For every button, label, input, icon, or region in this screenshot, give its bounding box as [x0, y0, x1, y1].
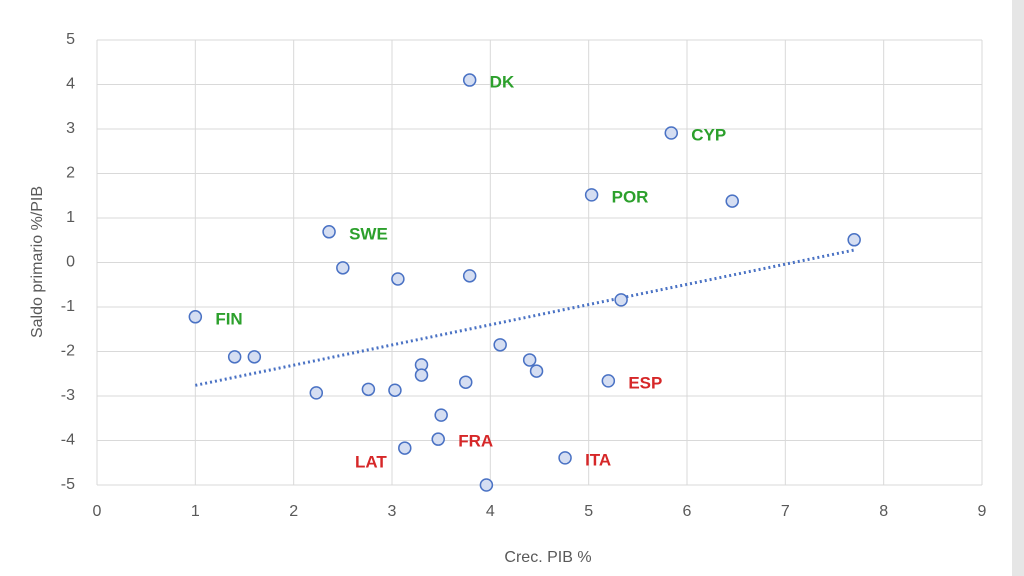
y-tick-label: -3: [61, 387, 75, 404]
point: [388, 383, 402, 397]
y-tick-label: -1: [61, 298, 75, 315]
point: [434, 408, 448, 422]
point: [664, 126, 679, 140]
y-tick-label: 2: [66, 165, 75, 182]
side-strip: [1012, 0, 1024, 576]
point: [479, 478, 494, 492]
point: [414, 368, 429, 382]
point: [322, 225, 336, 239]
point-label: POR: [612, 187, 649, 206]
point: [188, 310, 203, 324]
point: [584, 188, 599, 202]
point: [361, 382, 376, 397]
point-label: SWE: [349, 224, 388, 243]
point-label: ITA: [585, 450, 611, 469]
y-axis-title: Saldo primario %/PIB: [29, 186, 46, 338]
point-label: FIN: [215, 309, 242, 328]
point: [558, 451, 572, 465]
point: [462, 269, 477, 283]
x-axis-title: Crec. PIB %: [504, 549, 591, 566]
point: [309, 386, 324, 400]
x-tick-label: 8: [879, 503, 888, 520]
x-tick-label: 4: [486, 503, 495, 520]
y-tick-label: 1: [66, 209, 75, 226]
x-tick-label: 0: [93, 503, 102, 520]
point: [725, 194, 739, 208]
point-label: FRA: [458, 432, 493, 451]
point: [459, 375, 473, 389]
point: [431, 432, 445, 446]
point: [398, 441, 412, 455]
point: [227, 350, 242, 364]
point-label: LAT: [355, 453, 387, 472]
point: [529, 364, 544, 378]
point: [247, 350, 262, 364]
y-tick-label: -5: [61, 476, 75, 493]
x-tick-label: 6: [683, 503, 692, 520]
point-label: ESP: [628, 373, 662, 392]
point: [462, 73, 477, 87]
x-tick-label: 7: [781, 503, 790, 520]
y-tick-label: -2: [61, 343, 75, 360]
y-tick-label: 0: [66, 254, 75, 271]
x-tick-label: 2: [289, 503, 298, 520]
point: [522, 353, 537, 367]
trendline: [195, 248, 855, 387]
y-tick-label: 3: [66, 120, 75, 137]
point: [493, 338, 507, 352]
x-tick-label: 5: [584, 503, 593, 520]
point-label: CYP: [691, 125, 726, 144]
point-label: DK: [490, 73, 515, 92]
point: [847, 233, 861, 247]
x-tick-label: 1: [191, 503, 200, 520]
point: [391, 272, 405, 286]
y-tick-label: -4: [61, 432, 75, 449]
point: [601, 374, 616, 388]
y-tick-label: 5: [66, 31, 75, 48]
point: [336, 261, 350, 275]
x-tick-label: 9: [978, 503, 987, 520]
x-tick-label: 3: [388, 503, 397, 520]
point: [614, 293, 628, 307]
y-tick-label: 4: [66, 76, 75, 93]
